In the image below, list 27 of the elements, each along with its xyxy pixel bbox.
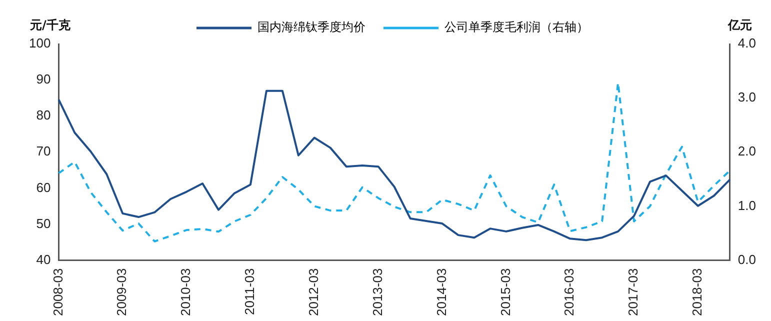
x-tick-label: 2011-03 [242,268,258,316]
x-tick-label: 2012-03 [306,268,321,316]
x-tick-label: 2008-03 [50,268,66,316]
y-tick-label: 70 [36,144,51,159]
x-tick-label: 2013-03 [370,268,385,316]
y-tick-label: 100 [28,36,51,51]
y2-tick-label: 2.0 [738,144,756,159]
y-tick-label: 60 [36,180,51,195]
y-tick-label: 80 [36,108,51,123]
legend-label: 国内海绵钛季度均价 [258,20,366,34]
y2-tick-label: 4.0 [738,36,756,51]
x-tick-label: 2015-03 [498,268,513,316]
x-tick-label: 2018-03 [690,268,705,316]
y-axis-title: 元/千克 [29,18,72,32]
legend-label: 公司单季度毛利润（右轴） [444,20,588,34]
x-tick-label: 2016-03 [562,268,577,316]
y2-tick-label: 0.0 [738,252,756,267]
y-tick-label: 50 [36,216,51,231]
y2-tick-label: 3.0 [738,90,756,105]
x-tick-label: 2009-03 [114,268,130,316]
y-tick-label: 40 [36,252,51,267]
x-tick-label: 2014-03 [434,268,449,316]
y2-axis-title: 亿元 [727,18,752,32]
x-tick-label: 2010-03 [178,268,194,316]
y-tick-label: 90 [36,72,51,87]
y2-tick-label: 1.0 [738,198,756,213]
x-tick-label: 2017-03 [626,268,641,316]
